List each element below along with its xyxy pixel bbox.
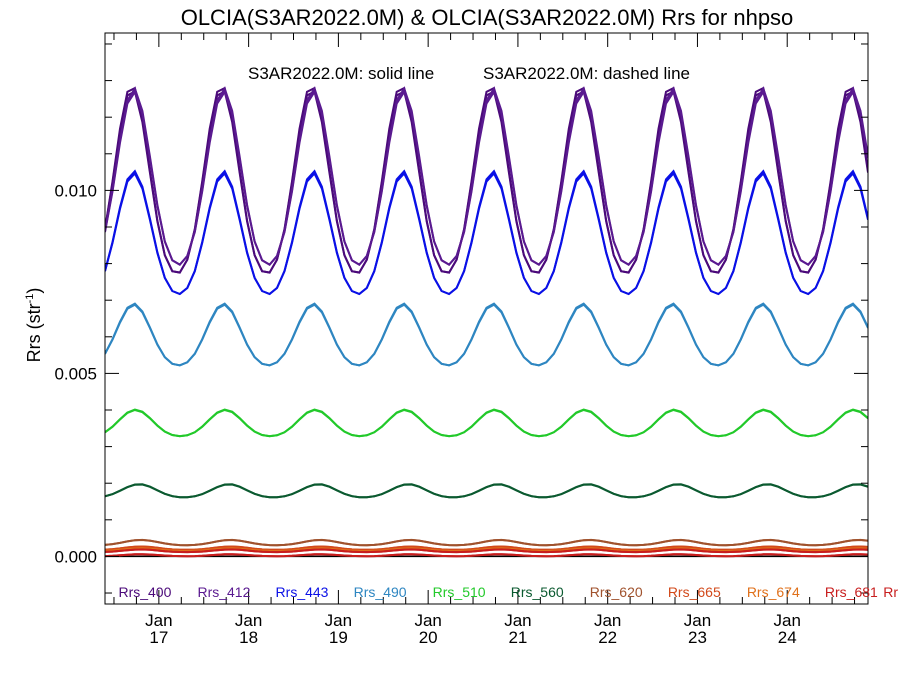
y-axis-label: Rrs (str-1)	[24, 288, 44, 363]
series-line-solid-rrs-681	[105, 548, 868, 554]
series-line-solid-rrs-510	[105, 408, 868, 438]
legend-entry-rrs-490: Rrs_490	[354, 584, 407, 600]
legend-entry-rrs-400: Rrs_400	[118, 584, 171, 600]
x-tick-label-day: 24	[778, 628, 797, 647]
series-line-solid-rrs-400	[105, 90, 868, 274]
x-tick-label-day: 22	[598, 628, 617, 647]
y-tick-label: 0.010	[54, 181, 97, 200]
series-line-solid-rrs-560	[105, 483, 868, 499]
legend-entry-rrs-560: Rrs_560	[511, 584, 564, 600]
x-tick-label-month: Jan	[235, 611, 262, 630]
legend-entry-rrs-674: Rrs_674	[747, 584, 800, 600]
x-tick-label-month: Jan	[774, 611, 801, 630]
series-line-solid-rrs-490	[105, 303, 868, 367]
x-tick-label-day: 19	[329, 628, 348, 647]
x-tick-label-day: 18	[239, 628, 258, 647]
x-tick-label-day: 23	[688, 628, 707, 647]
series-line-solid-rrs-443	[105, 171, 868, 296]
legend-entry-rrs-412: Rrs_412	[197, 584, 250, 600]
x-tick-label-day: 21	[508, 628, 527, 647]
y-tick-label: 0.005	[54, 364, 97, 383]
legend-entry-rrs-443: Rrs_443	[276, 584, 329, 600]
series-line-solid-rr	[105, 553, 868, 558]
axis-ticks: Jan17Jan18Jan19Jan20Jan21Jan22Jan23Jan24…	[54, 33, 868, 647]
y-axis-label-text: Rrs (str	[24, 303, 44, 362]
y-axis-label-close: )	[24, 288, 44, 294]
series-line-solid-rrs-665	[105, 545, 868, 551]
legend-entry-rrs-681: Rrs_681	[825, 584, 878, 600]
legend-entry-rrs-510: Rrs_510	[433, 584, 486, 600]
x-tick-label-day: 17	[149, 628, 168, 647]
x-tick-label-month: Jan	[414, 611, 441, 630]
x-tick-label-month: Jan	[594, 611, 621, 630]
legend-entry-rrs-665: Rrs_665	[668, 584, 721, 600]
annotation-solid: S3AR2022.0M: solid line	[248, 64, 434, 83]
legend: Rrs_400 Rrs_412 Rrs_443 Rrs_490 Rrs_510 Rrs_5…	[118, 584, 898, 600]
plot-frame	[104, 32, 869, 605]
x-tick-label-month: Jan	[504, 611, 531, 630]
y-tick-label: 0.000	[54, 547, 97, 566]
x-tick-label-month: Jan	[684, 611, 711, 630]
plot-lines	[105, 86, 868, 558]
series-line-solid-rrs-620	[105, 538, 868, 547]
x-tick-label-month: Jan	[325, 611, 352, 630]
y-axis-label-sup: -1	[24, 294, 36, 304]
x-tick-label-month: Jan	[145, 611, 172, 630]
x-tick-label-day: 20	[419, 628, 438, 647]
chart-title: OLCIA(S3AR2022.0M) & OLCIA(S3AR2022.0M) …	[181, 5, 794, 30]
series-line-solid-rrs-412	[105, 89, 868, 266]
annotation-dashed: S3AR2022.0M: dashed line	[483, 64, 690, 83]
legend-entry-rr: Rr	[883, 584, 898, 600]
legend-entry-rrs-620: Rrs_620	[590, 584, 643, 600]
